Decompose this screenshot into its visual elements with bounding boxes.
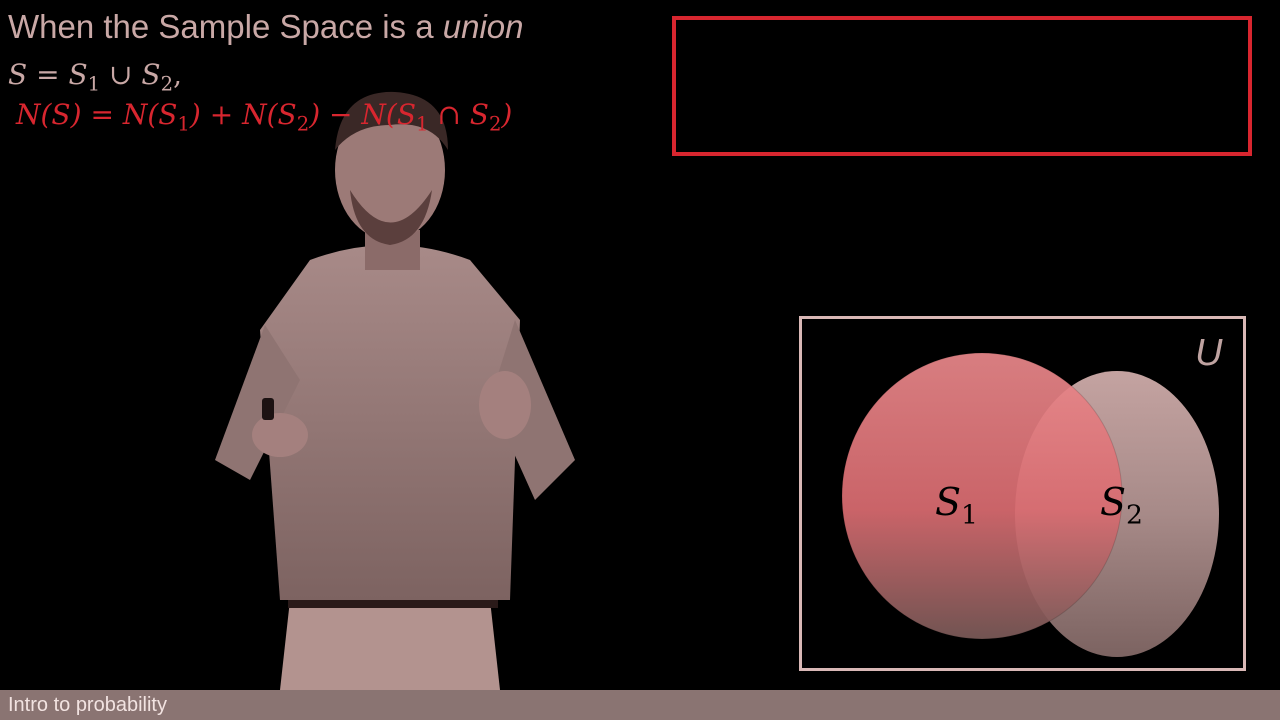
set1-label: S1: [935, 480, 978, 531]
set2-label: S2: [1100, 480, 1143, 531]
set1-subscript: 1: [961, 499, 978, 531]
s2-subscript: 2: [160, 72, 174, 96]
n-int-close: ): [501, 98, 513, 131]
set-s1-circle: [842, 353, 1122, 639]
s2-symbol: S: [141, 58, 161, 91]
n-s2-sub: 2: [296, 112, 310, 136]
s1-subscript: 1: [87, 72, 101, 96]
set2-letter: S: [1100, 480, 1127, 524]
inclusion-exclusion-formula: N(S) = N(S1) + N(S2) − N(S1 ∩ S2): [16, 98, 512, 136]
formula-box: [672, 16, 1252, 156]
presenter-figure: [215, 91, 575, 690]
set2-subscript: 2: [1126, 499, 1143, 531]
n-s2: N(S: [242, 98, 297, 131]
n-int-sub1: 1: [416, 112, 429, 136]
equals-sign-2: =: [90, 98, 114, 131]
n-intersection: N(S: [361, 98, 417, 131]
n-int-sub2: 2: [488, 112, 502, 136]
universe-label: U: [1195, 332, 1223, 374]
formula-heading: When the Sample Space is a union: [8, 8, 524, 46]
s-symbol: S: [8, 58, 28, 91]
union-symbol: ∪: [109, 58, 133, 91]
plus-sign: +: [209, 98, 234, 131]
s1-symbol: S: [68, 58, 88, 91]
equals-sign: =: [36, 58, 60, 91]
n-s1-close: ): [189, 98, 201, 131]
n-s2-close: ): [309, 98, 321, 131]
n-int-s2: S: [469, 98, 489, 131]
minus-sign: −: [329, 98, 353, 131]
venn-diagram: [841, 352, 1219, 657]
comma: ,: [173, 58, 182, 91]
set1-letter: S: [935, 480, 962, 524]
n-of-s: N(S): [16, 98, 82, 131]
intersection-symbol: ∩: [437, 98, 461, 131]
formula-heading-text: When the Sample Space is a: [8, 8, 443, 45]
n-s1: N(S: [122, 98, 178, 131]
union-definition: S = S1 ∪ S2,: [8, 58, 182, 96]
formula-heading-emphasis: union: [442, 8, 524, 45]
caption-bar: [0, 690, 1280, 720]
set-s1-outline: [841, 352, 1123, 640]
course-title: Intro to probability: [8, 694, 167, 716]
n-s1-sub: 1: [177, 112, 190, 136]
